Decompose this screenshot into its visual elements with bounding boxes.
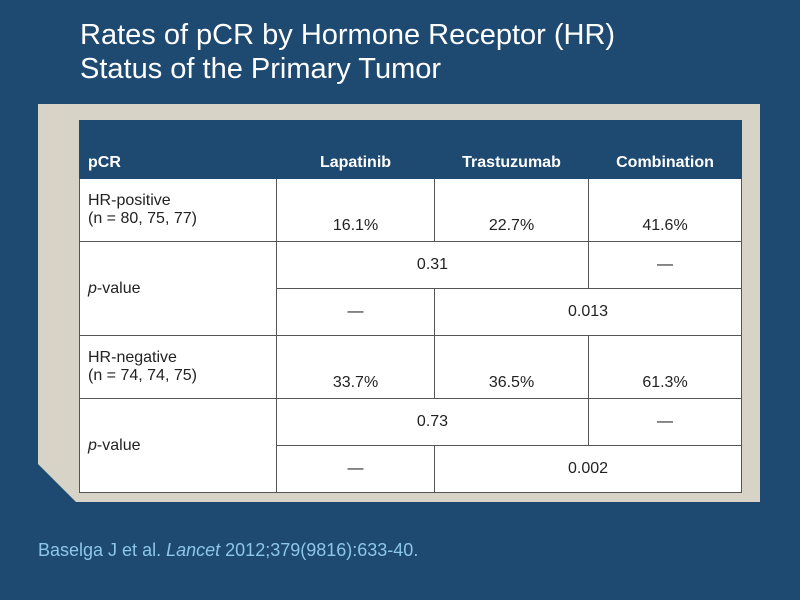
table-header-row: pCR Lapatinib Trastuzumab Combination — [79, 120, 742, 179]
pvalue-suffix: -value — [96, 436, 141, 454]
row-label-hr-negative: HR-negative (n = 74, 74, 75) — [79, 335, 277, 399]
cell-p-dash: — — [276, 445, 435, 493]
header-combination: Combination — [588, 120, 742, 179]
citation: Baselga J et al. Lancet 2012;379(9816):6… — [38, 540, 418, 561]
pvalue-suffix: -value — [96, 279, 141, 297]
label-line-1: HR-negative — [88, 349, 177, 366]
header-lapatinib: Lapatinib — [276, 120, 435, 179]
label-line-1: HR-positive — [88, 192, 171, 209]
citation-details: 2012;379(9816):633-40. — [225, 540, 419, 560]
row-label-hr-positive: HR-positive (n = 80, 75, 77) — [79, 178, 277, 242]
header-pcr: pCR — [79, 120, 277, 179]
cell-p-lap-vs-tras: 0.31 — [276, 241, 589, 289]
cell-lapatinib: 33.7% — [276, 335, 435, 399]
citation-journal: Lancet — [166, 540, 221, 560]
cell-lapatinib: 16.1% — [276, 178, 435, 242]
cell-p-dash: — — [276, 288, 435, 336]
pvalue-label: p-value — [79, 398, 277, 493]
citation-authors: Baselga J et al. — [38, 540, 162, 560]
cell-p-lap-vs-tras: 0.73 — [276, 398, 589, 446]
table-row-hr-negative: HR-negative (n = 74, 74, 75) 33.7% 36.5%… — [79, 335, 742, 399]
pcr-table: pCR Lapatinib Trastuzumab Combination HR… — [79, 120, 742, 493]
table-row-hr-positive: HR-positive (n = 80, 75, 77) 16.1% 22.7%… — [79, 178, 742, 242]
label-line-2: (n = 80, 75, 77) — [88, 210, 197, 227]
cell-combination: 41.6% — [588, 178, 742, 242]
cell-p-tras-vs-comb: 0.013 — [434, 288, 742, 336]
cell-p-dash: — — [588, 241, 742, 289]
table-row-pvalue-1: p-value 0.31 — — [79, 241, 742, 336]
cell-combination: 61.3% — [588, 335, 742, 399]
header-trastuzumab: Trastuzumab — [434, 120, 589, 179]
table-row-pvalue-3: p-value 0.73 — — [79, 398, 742, 493]
cell-trastuzumab: 36.5% — [434, 335, 589, 399]
label-line-2: (n = 74, 74, 75) — [88, 367, 197, 384]
cell-p-tras-vs-comb: 0.002 — [434, 445, 742, 493]
pvalue-label: p-value — [79, 241, 277, 336]
cell-p-dash: — — [588, 398, 742, 446]
pvalue-p: p — [88, 279, 97, 297]
table-row-pvalue-2: — 0.013 — [80, 288, 742, 336]
table-row-pvalue-4: — 0.002 — [80, 445, 742, 493]
slide-title: Rates of pCR by Hormone Receptor (HR) St… — [80, 18, 780, 86]
title-line-2: Status of the Primary Tumor — [80, 53, 442, 85]
pvalue-p: p — [88, 436, 97, 454]
cell-trastuzumab: 22.7% — [434, 178, 589, 242]
title-line-1: Rates of pCR by Hormone Receptor (HR) — [80, 19, 616, 51]
